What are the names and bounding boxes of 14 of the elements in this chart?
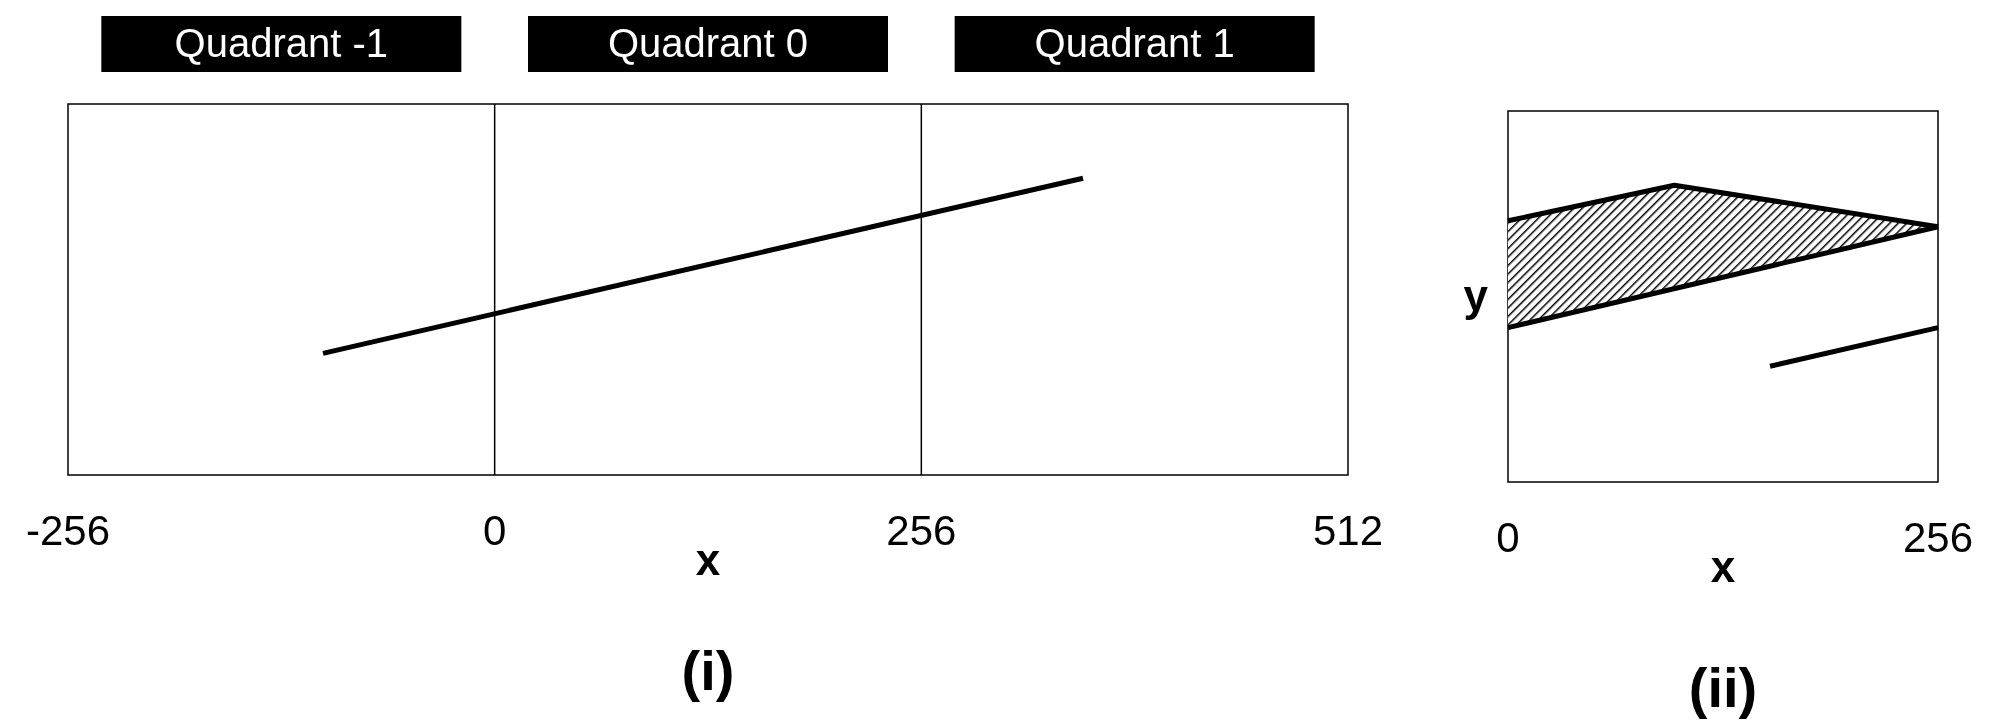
text: (ii) [1688, 656, 1758, 719]
text: Quadrant -1 [174, 21, 389, 65]
x-axis-title: x [1710, 542, 1736, 591]
x-tick-label: -256 [25, 507, 111, 554]
text: (i) [681, 639, 735, 702]
x-tick-label: 0 [1496, 514, 1520, 561]
x-tick-label: 256 [886, 507, 957, 554]
x-tick-label: 256 [1902, 514, 1974, 561]
text: Quadrant 0 [607, 21, 809, 65]
x-tick-label: 512 [1312, 507, 1384, 554]
x-tick-label: 0 [482, 507, 507, 554]
y-axis-title: y [1463, 270, 1489, 320]
text: Quadrant 1 [1034, 21, 1235, 65]
x-axis-title: x [695, 535, 721, 584]
